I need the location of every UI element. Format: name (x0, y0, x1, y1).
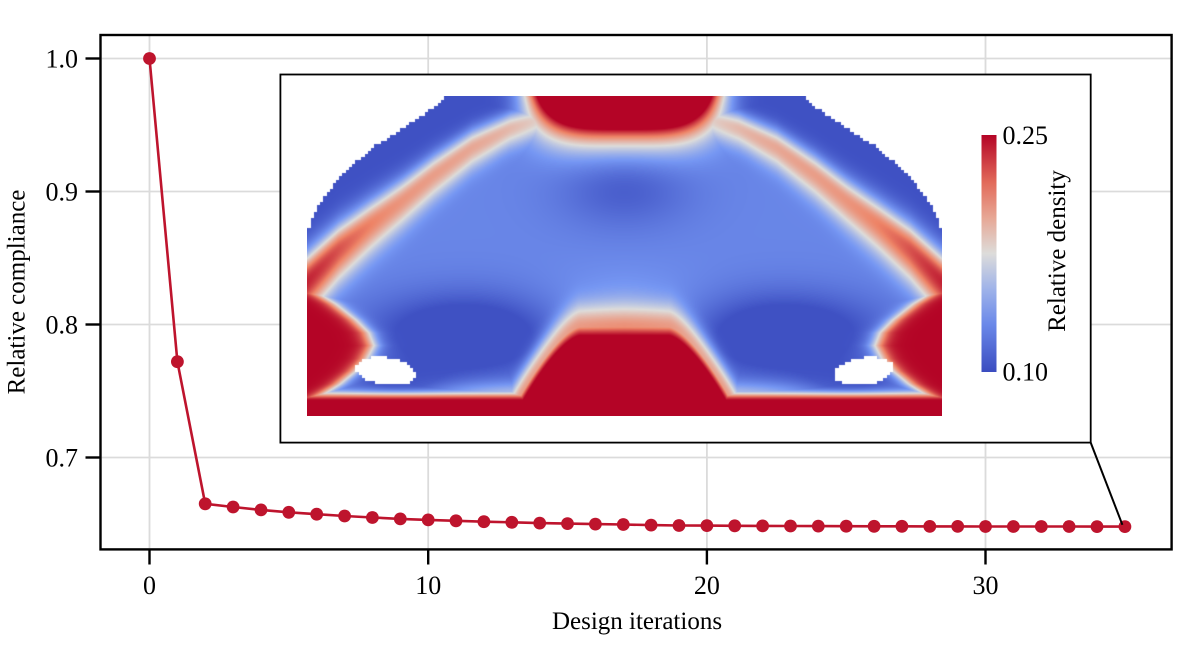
svg-text:Relative density: Relative density (1044, 170, 1071, 332)
svg-text:0: 0 (143, 571, 156, 600)
svg-text:0.9: 0.9 (46, 177, 79, 206)
svg-text:10: 10 (415, 571, 441, 600)
svg-text:0.8: 0.8 (46, 310, 79, 339)
svg-text:0.10: 0.10 (1003, 357, 1049, 386)
svg-text:1.0: 1.0 (46, 44, 79, 73)
svg-text:0.25: 0.25 (1003, 121, 1049, 150)
svg-text:Design iterations: Design iterations (552, 608, 722, 635)
svg-text:30: 30 (973, 571, 999, 600)
svg-text:0.7: 0.7 (46, 443, 79, 472)
svg-text:20: 20 (694, 571, 720, 600)
svg-text:Relative compliance: Relative compliance (3, 190, 30, 395)
